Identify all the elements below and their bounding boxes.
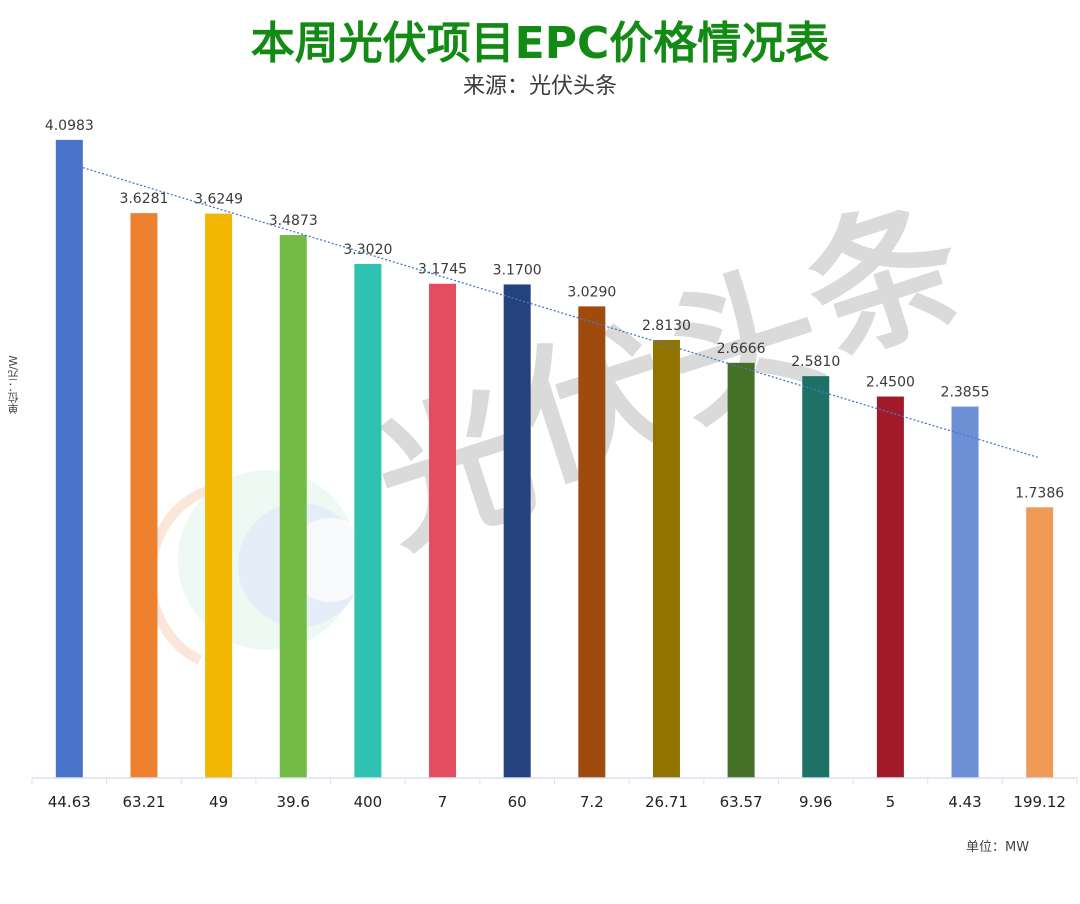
bar[interactable] [876, 396, 904, 778]
bar[interactable] [727, 362, 755, 778]
bar[interactable] [205, 213, 233, 778]
bar[interactable] [802, 376, 830, 778]
bar[interactable] [354, 263, 382, 778]
x-axis-category-label: 44.63 [48, 793, 91, 811]
bar-value-label: 2.8130 [642, 318, 691, 334]
bar-value-label: 3.0290 [567, 284, 616, 300]
bar[interactable] [1026, 507, 1054, 778]
x-axis-category-label: 63.57 [720, 793, 763, 811]
x-axis-category-label: 199.12 [1013, 793, 1066, 811]
bar[interactable] [279, 235, 307, 778]
bar-value-label: 3.1700 [493, 262, 542, 278]
x-axis-category-label: 5 [886, 793, 896, 811]
x-axis-category-label: 400 [354, 793, 383, 811]
x-axis-category-label: 4.43 [948, 793, 981, 811]
bar-value-label: 3.3020 [343, 242, 392, 258]
bar[interactable] [652, 340, 680, 778]
bar-value-label: 2.5810 [791, 354, 840, 370]
bar-value-label: 4.0983 [45, 118, 94, 134]
bar[interactable] [578, 306, 606, 778]
bar-value-label: 2.4500 [866, 375, 915, 391]
bar-value-label: 1.7386 [1015, 485, 1064, 501]
watermark-logo-icon [145, 470, 372, 665]
x-axis-unit-label: 单位：MW [966, 840, 1030, 855]
bar[interactable] [55, 139, 83, 779]
bar[interactable] [130, 213, 158, 778]
bar[interactable] [503, 284, 531, 778]
bar-value-label: 3.1745 [418, 262, 467, 278]
bar-value-label: 3.6249 [194, 192, 243, 208]
x-axis-category-label: 39.6 [277, 793, 310, 811]
x-axis-category-label: 60 [508, 793, 527, 811]
x-axis-category-label: 63.21 [122, 793, 165, 811]
bar-value-label: 3.4873 [269, 213, 318, 229]
x-axis-category-label: 49 [209, 793, 228, 811]
y-axis-unit-label: 单位：元/W [7, 355, 20, 415]
bar-value-label: 2.3855 [941, 385, 990, 401]
bar[interactable] [951, 406, 979, 778]
x-axis-category-label: 9.96 [799, 793, 832, 811]
x-axis-category-label: 7.2 [580, 793, 604, 811]
chart-title: 本周光伏项目EPC价格情况表 [250, 18, 830, 69]
chart-subtitle: 来源：光伏头条 [462, 74, 617, 99]
bar[interactable] [429, 283, 457, 778]
x-axis-category-label: 7 [438, 793, 448, 811]
bar-value-label: 3.6281 [119, 191, 168, 207]
x-axis-category-label: 26.71 [645, 793, 688, 811]
bar-value-label: 2.6666 [717, 341, 766, 357]
